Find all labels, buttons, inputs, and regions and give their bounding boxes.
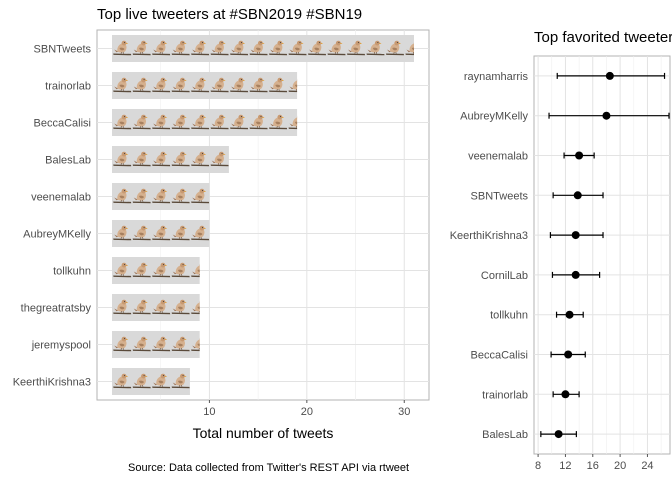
point-range [551,270,601,279]
data-point [571,270,580,279]
point-range [552,390,580,399]
x-tick-label: 20 [614,460,626,472]
favorites-chart: Top favorited tweeter raynamharris Aubrey… [450,29,672,472]
x-ticks-left: 10 20 30 [203,400,410,418]
point-range [556,71,666,80]
x-tick-label: 16 [587,460,599,472]
category-label: raynamharris [464,71,529,83]
data-point [564,350,573,359]
category-label: SBNTweets [471,190,529,202]
point-range [552,191,604,200]
bar [112,331,200,358]
points-right [540,71,670,439]
category-label: BeccaCalisi [471,350,528,362]
category-label: KeerthiKrishna3 [13,377,91,389]
bar [112,368,190,395]
category-label: BalesLab [482,429,528,441]
category-label: BalesLab [45,155,91,167]
chart-title-left: Top live tweeters at #SBN2019 #SBN19 [97,6,362,23]
x-tick-label: 8 [535,460,541,472]
point-range [549,231,604,240]
category-label: trainorlab [45,81,91,93]
category-label: AubreyMKelly [23,229,91,241]
point-range [548,111,670,120]
point-range [555,310,584,319]
bar-rect [112,294,200,321]
category-label: trainorlab [482,389,528,401]
x-tick-label: 12 [559,460,571,472]
source-caption: Source: Data collected from Twitter's RE… [128,462,409,474]
data-point [571,231,580,240]
bars-left [112,35,414,395]
category-label: KeerthiKrishna3 [450,230,528,242]
data-point [602,111,611,120]
bar-rect [112,257,200,284]
data-point [565,310,574,319]
category-label: SBNTweets [34,44,92,56]
category-label: CornilLab [481,270,528,282]
category-labels-right: raynamharris AubreyMKelly veenemalab SBNTwe… [450,71,529,441]
category-label: tollkuhn [53,266,91,278]
category-label: AubreyMKelly [460,111,528,123]
bar [112,146,229,173]
data-point [573,191,582,200]
x-ticks-right: 8 12 16 20 24 [535,454,654,472]
point-range [550,350,586,359]
bar [112,294,200,321]
x-tick-label: 20 [301,406,313,418]
category-label: veenemalab [31,192,91,204]
data-point [554,430,563,439]
bar [112,257,200,284]
x-axis-title-left: Total number of tweets [193,425,334,441]
data-point [561,390,570,399]
category-labels-left: SBNTweets trainorlab BeccaCalisi BalesLab ve… [13,44,92,389]
bar-rect [112,146,229,173]
chart-title-right: Top favorited tweeter [534,29,672,46]
category-label: tollkuhn [490,310,528,322]
point-range [540,430,577,439]
x-tick-label: 30 [398,406,410,418]
category-label: thegreatratsby [21,303,92,315]
point-range [563,151,595,160]
bar [112,183,210,210]
bar-rect [112,331,200,358]
data-point [575,151,584,160]
category-label: veenemalab [468,151,528,163]
x-tick-label: 10 [203,406,215,418]
bar [112,109,298,136]
data-point [605,71,614,80]
category-label: jeremyspool [31,340,91,352]
tweet-count-chart: Top live tweeters at #SBN2019 #SBN19 SBN… [13,6,430,441]
bar [112,35,414,62]
category-label: BeccaCalisi [34,118,91,130]
x-tick-label: 24 [641,460,653,472]
bar [112,220,210,247]
bar [112,72,298,99]
